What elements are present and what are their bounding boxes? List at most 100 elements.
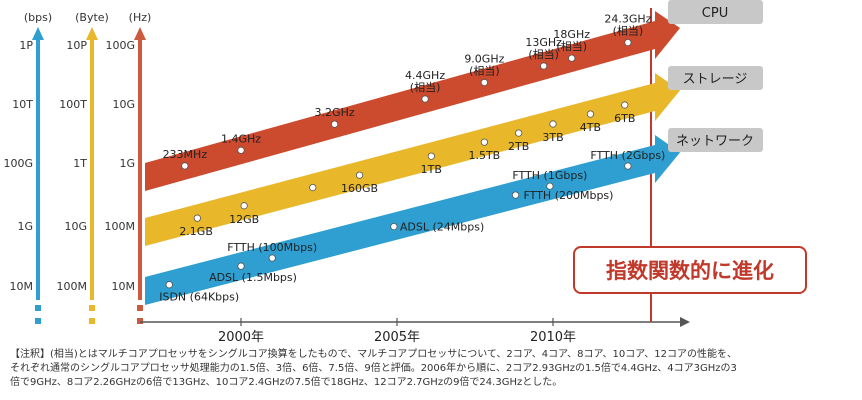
- data-label-network: FTTH (1Gbps): [512, 169, 587, 182]
- axis-tick-hz: 100M: [105, 220, 136, 233]
- data-label-storage: 4TB: [580, 121, 601, 134]
- axis-tick-byte: 100M: [57, 280, 88, 293]
- series-name-storage: ストレージ: [683, 72, 748, 87]
- axis-dash-byte: [89, 305, 95, 311]
- data-label-storage: 1.5TB: [468, 149, 500, 162]
- data-point-cpu: [624, 38, 632, 47]
- footnote-line-2: それぞれ通常のシングルコアプロセッサ処理能力の1.5倍、3倍、6倍、7.5倍、9…: [10, 363, 737, 374]
- highlight-text: 指数関数的に進化: [606, 259, 774, 283]
- series-label-box-storage: [668, 66, 763, 90]
- data-point-storage: [515, 129, 523, 137]
- x-axis-arrow: [680, 317, 690, 327]
- footnote-line-1: 【注釈】(相当)とはマルチコアプロセッサをシングルコア換算をしたもので、マルチコ…: [10, 349, 737, 360]
- axis-tick-hz: 100G: [105, 39, 135, 52]
- data-label-cpu: (相当): [469, 64, 500, 78]
- data-point-network: [268, 254, 276, 262]
- axis-tick-bps: 1G: [17, 220, 33, 233]
- data-point-network: [546, 182, 554, 190]
- axis-dash-bps: [35, 318, 41, 324]
- series-band-cpu: [145, 11, 680, 191]
- data-label-cpu: 18GHz: [553, 28, 590, 41]
- axis-tick-hz: 10G: [112, 98, 135, 111]
- x-axis-tick-label: 2010年: [530, 330, 576, 345]
- data-label-cpu: 24.3GHz: [604, 13, 651, 26]
- data-point-cpu: [181, 162, 189, 170]
- axis-dash-hz: [137, 305, 143, 311]
- data-point-storage: [586, 110, 595, 118]
- axis-tick-hz: 1G: [119, 157, 135, 170]
- data-point-storage: [240, 202, 248, 210]
- data-label-storage: 6TB: [614, 112, 635, 125]
- data-label-storage: 3TB: [542, 131, 563, 144]
- axis-arrow-bps: [32, 27, 44, 40]
- axis-tick-byte: 10G: [64, 220, 87, 233]
- data-point-storage: [355, 171, 364, 179]
- data-point-cpu: [330, 120, 339, 128]
- data-label-network: FTTH (200Mbps): [524, 189, 614, 202]
- axis-tick-bps: 10T: [12, 98, 33, 111]
- data-point-storage: [193, 214, 201, 222]
- data-point-network: [237, 262, 245, 270]
- axis-tick-bps: 1P: [19, 39, 33, 52]
- data-point-network: [165, 281, 173, 289]
- data-label-cpu: (相当): [613, 24, 644, 38]
- data-point-cpu: [237, 146, 245, 154]
- axis-arrow-hz: [134, 27, 146, 40]
- data-label-network: FTTH (100Mbps): [227, 241, 317, 254]
- data-label-network: FTTH (2Gbps): [590, 149, 665, 162]
- data-point-storage: [309, 183, 317, 192]
- data-label-cpu: (相当): [410, 80, 441, 94]
- data-point-network: [511, 191, 520, 199]
- data-label-cpu: 1.4GHz: [221, 132, 261, 145]
- data-label-cpu: 233MHz: [163, 148, 208, 161]
- axis-dash-byte: [89, 318, 95, 324]
- data-label-storage: 1TB: [421, 163, 442, 176]
- series-name-cpu: CPU: [702, 6, 728, 21]
- data-label-cpu: 4.4GHz: [405, 69, 445, 82]
- data-point-storage: [621, 101, 629, 109]
- series-name-network: ネットワーク: [676, 134, 754, 149]
- data-point-storage: [480, 138, 488, 146]
- axis-unit-byte: (Byte): [75, 11, 109, 24]
- data-label-storage: 2TB: [508, 140, 529, 153]
- axis-unit-bps: (bps): [24, 11, 52, 24]
- footnote-line-3: 倍で9GHz、8コア2.26GHzの6倍で13GHz、10コア2.4GHzの7.…: [10, 377, 563, 388]
- data-label-storage: 2.1GB: [179, 225, 213, 238]
- data-point-cpu: [568, 54, 576, 62]
- data-point-network: [624, 162, 632, 170]
- axis-unit-hz: (Hz): [129, 11, 152, 24]
- highlight-box: [573, 246, 807, 294]
- footnote: 【注釈】(相当)とはマルチコアプロセッサをシングルコア換算をしたもので、マルチコ…: [10, 348, 855, 390]
- series-band-network: [145, 135, 680, 305]
- data-label-cpu: 3.2GHz: [315, 106, 355, 119]
- chart-canvas: (bps) 1P 10T 100G 1G 10M (Byte) 10P 100T 1T 10G 100…: [3, 0, 807, 345]
- data-label-storage: 160GB: [341, 182, 378, 195]
- axis-arrow-byte: [86, 27, 98, 40]
- data-label-cpu: 13GHz: [525, 36, 562, 49]
- series-label-box-cpu: [668, 0, 763, 24]
- axis-tick-byte: 100T: [59, 98, 87, 111]
- data-point-storage: [549, 120, 557, 128]
- data-point-cpu: [421, 95, 429, 103]
- axis-dash-bps: [35, 305, 41, 311]
- x-axis-tick-label: 2000年: [218, 330, 264, 345]
- axis-tick-hz: 10M: [112, 280, 136, 293]
- axis-dash-hz: [137, 318, 143, 324]
- data-label-network: ADSL (1.5Mbps): [209, 271, 297, 284]
- data-label-network: ADSL (24Mbps): [400, 221, 484, 234]
- series-band-storage: [145, 73, 680, 246]
- data-point-cpu: [480, 78, 488, 87]
- data-point-cpu: [540, 62, 548, 70]
- series-label-box-network: [668, 128, 763, 152]
- data-point-storage: [427, 152, 435, 160]
- axis-tick-bps: 10M: [10, 280, 34, 293]
- data-label-cpu: (相当): [556, 39, 587, 53]
- axis-tick-byte: 10P: [66, 39, 87, 52]
- axis-tick-byte: 1T: [73, 157, 87, 170]
- data-point-network: [390, 222, 398, 231]
- x-axis-tick-label: 2005年: [374, 330, 420, 345]
- data-label-storage: 12GB: [229, 213, 259, 226]
- data-label-network: ISDN (64Kbps): [159, 291, 239, 304]
- axis-tick-bps: 100G: [3, 157, 33, 170]
- data-label-cpu: 9.0GHz: [464, 53, 504, 66]
